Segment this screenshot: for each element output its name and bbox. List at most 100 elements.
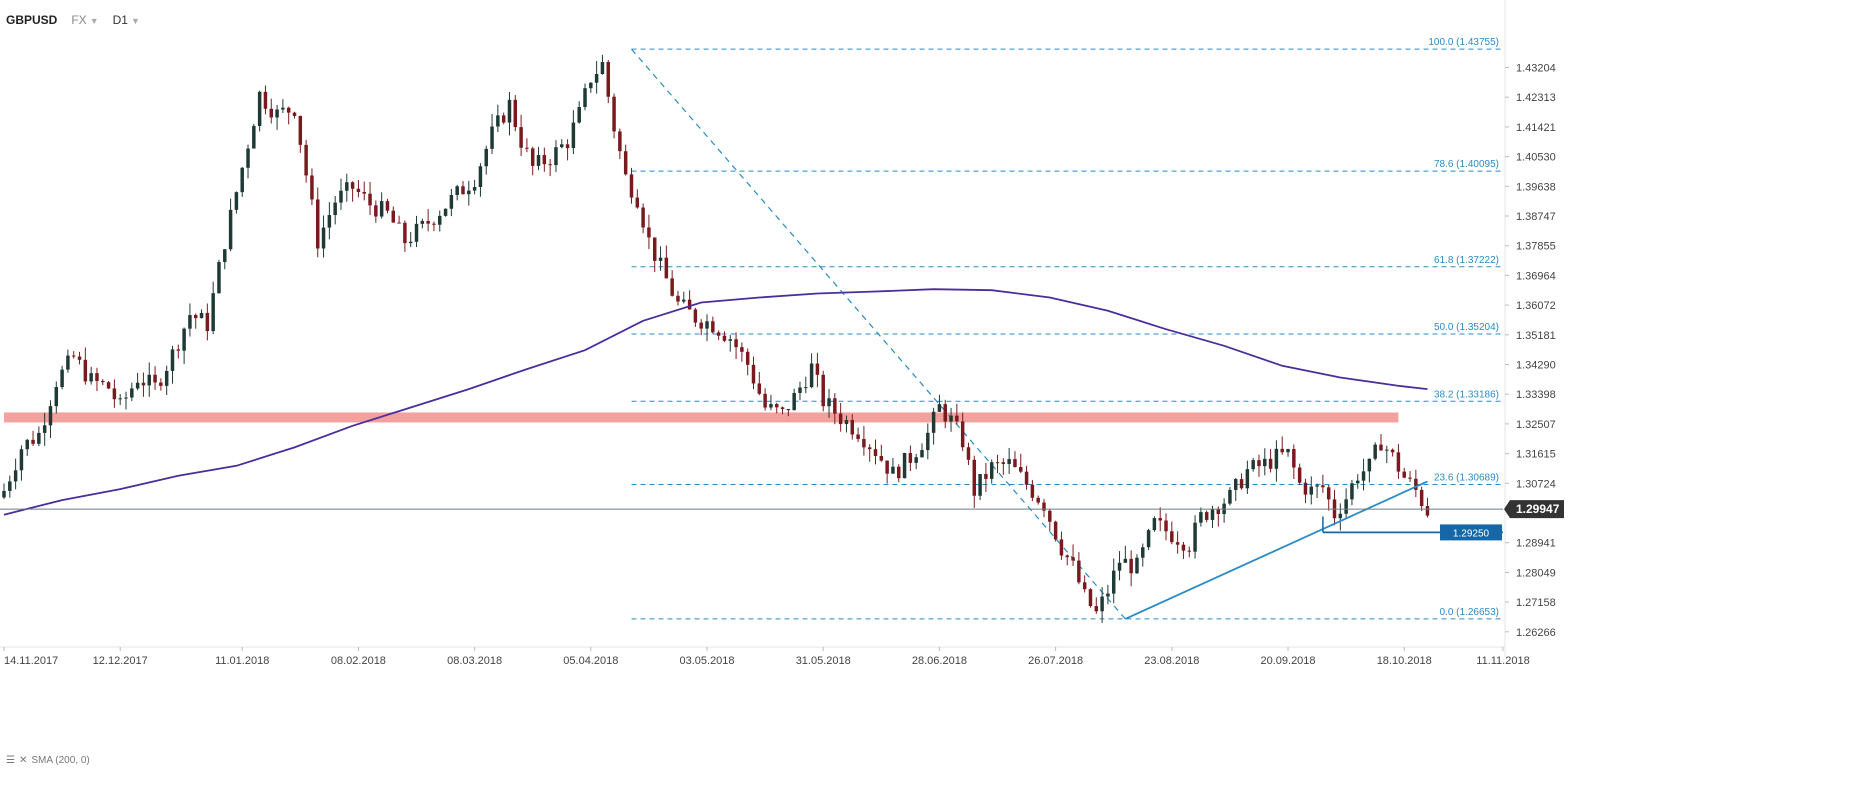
market-selector[interactable]: FX ▼ [71,13,98,27]
x-tick-label: 05.04.2018 [563,655,618,667]
candle-body [972,459,977,496]
candle-body [751,364,756,384]
candle-body [1268,458,1273,469]
candle-body [931,411,936,433]
fib-level-label: 38.2 (1.33186) [1434,389,1499,400]
candle-body [193,315,198,319]
candle-body [1216,509,1221,515]
y-tick-label: 1.31615 [1516,449,1556,461]
candle-body [8,481,12,491]
candle-body [496,115,500,127]
symbol-label[interactable]: GBPUSD [6,13,58,27]
candle-body [37,432,41,444]
candle-body [1414,478,1418,490]
candle-body [757,383,762,394]
candle-body [856,434,860,439]
candle-body [513,99,518,128]
candle-body [1129,558,1133,574]
candle-body [1309,486,1314,495]
candle-body [815,363,820,375]
y-tick-label: 1.37855 [1516,241,1556,253]
candle-body [833,398,837,414]
candle-body [374,205,378,217]
candle-body [589,82,593,89]
candle-body [298,115,303,145]
support-label-box [1440,524,1502,541]
candle-body [536,155,541,166]
candle-body [577,107,581,123]
candle-body [316,199,320,249]
candle-body [891,466,895,474]
x-tick-label: 12.12.2017 [93,655,148,667]
sma-200-line [3,288,1428,516]
candle-body [397,222,401,224]
candle-body [48,406,53,426]
candle-body [1233,479,1238,490]
candle-body [176,349,181,351]
candle-body [147,374,151,386]
candle-body [327,215,332,228]
candle-body [263,91,268,109]
candle-body [66,355,70,370]
candle-body [1030,484,1035,498]
uptrend-line [1124,480,1428,620]
y-tick-label: 1.36964 [1516,270,1556,282]
fib-level-label: 78.6 (1.40095) [1434,159,1499,170]
interval-selector[interactable]: D1 ▼ [113,13,140,27]
candle-body [321,227,326,249]
x-tick-label: 18.10.2018 [1377,655,1432,667]
candle-body [217,262,221,294]
candle-body [304,144,308,176]
chevron-down-icon: ▼ [130,16,140,26]
candle-body [1175,542,1180,545]
fib-level-label: 100.0 (1.43755) [1428,37,1499,48]
y-tick-label: 1.34290 [1516,359,1556,371]
candle-body [345,182,349,191]
candle-body [484,148,488,167]
x-tick-label: 20.09.2018 [1260,655,1315,667]
y-tick-label: 1.42313 [1516,92,1556,104]
candle-body [1385,449,1389,451]
candle-body [106,382,111,389]
candle-body [507,99,512,123]
candle-body [472,187,477,191]
candle-body [13,470,18,482]
y-tick-label: 1.36072 [1516,300,1556,312]
candle-body [1245,469,1250,489]
candle-body [786,408,791,411]
candle-body [937,404,942,412]
candle-body [571,122,576,149]
y-tick-label: 1.28049 [1516,567,1556,579]
candle-body [989,462,994,479]
settings-icon[interactable]: ☰ [6,755,15,766]
candle-body [1297,467,1302,483]
y-tick-label: 1.41421 [1516,122,1556,134]
candle-body [286,107,291,113]
candle-body [1257,460,1261,467]
candle-body [408,241,413,244]
candle-body [1338,513,1343,519]
candle-body [618,131,622,152]
candle-body [1111,570,1116,594]
candle-body [1210,509,1215,520]
candle-body [687,299,692,310]
close-icon[interactable]: ✕ [18,755,28,766]
candle-body [31,439,35,444]
y-tick-label: 1.28941 [1516,538,1556,550]
candle-body [2,490,6,498]
fib-level-label: 0.0 (1.26653) [1440,607,1500,618]
candle-body [525,147,529,149]
fib-level-label: 50.0 (1.35204) [1434,322,1499,333]
candle-body [862,438,866,448]
candle-body [501,115,506,123]
candle-body [350,182,355,189]
candle-body [943,404,947,422]
candle-body [1170,531,1174,543]
x-tick-label: 28.06.2018 [912,655,967,667]
candle-body [519,127,523,148]
candle-body [693,309,698,323]
y-tick-label: 1.30724 [1516,478,1556,490]
candle-body [1361,471,1366,481]
